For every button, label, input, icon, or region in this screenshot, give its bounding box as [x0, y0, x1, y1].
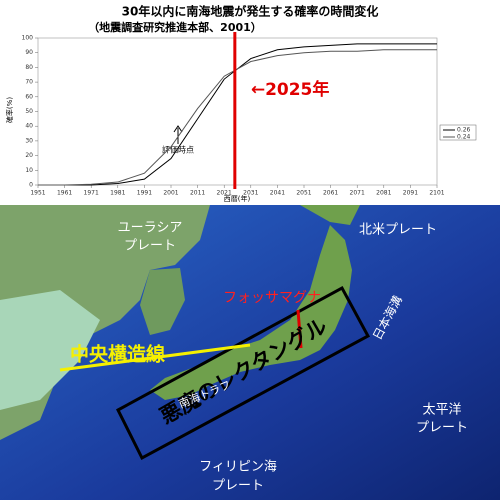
map-label: 北米プレート	[359, 223, 437, 238]
x-tick-label: 1951	[30, 190, 45, 197]
y-tick-label: 40	[25, 123, 33, 130]
x-tick-label: 2051	[296, 190, 311, 197]
fossa-magna-line	[296, 309, 303, 349]
y-tick-label: 90	[25, 49, 33, 56]
median-line	[59, 343, 251, 372]
annotation: 評価時点	[162, 145, 194, 155]
chart-subtitle: （地震調査研究推進本部、2001）	[88, 20, 262, 34]
japan	[150, 225, 352, 400]
y-tick-label: 30	[25, 137, 33, 144]
hokkaido	[300, 205, 360, 225]
chart: 0 10 20 30 40 50 60 70 80 90 100 1951 1961 1971 1981 19…	[22, 32, 477, 197]
korea	[140, 268, 185, 335]
shallow-sea	[0, 290, 100, 410]
y-label: 確率(%)	[5, 97, 14, 123]
map-label: 太平洋	[422, 403, 461, 418]
y-tick-label: 70	[25, 79, 33, 86]
x-label: 西暦(年)	[224, 194, 251, 203]
series-line	[38, 49, 437, 186]
x-tick-label: 2041	[270, 190, 285, 197]
map-label: ユーラシア	[118, 221, 183, 236]
chart-bg	[0, 0, 500, 205]
legend-label: 0.26	[457, 127, 471, 134]
y-tick-label: 80	[25, 64, 33, 71]
map-label: プレート	[212, 479, 264, 494]
x-tick-label: 2101	[429, 190, 444, 197]
legend-label: 0.24	[457, 134, 471, 141]
map-label: フィリピン海	[199, 460, 277, 475]
x-tick-label: 2001	[163, 190, 178, 197]
y-tick-label: 60	[25, 93, 33, 100]
y-tick-label: 0	[29, 182, 33, 189]
chart-title: 30年以内に南海地震が発生する確率の時間変化	[122, 4, 379, 19]
y-tick-label: 50	[25, 108, 33, 115]
x-tick-label: 2061	[323, 190, 338, 197]
x-tick-label: 1981	[110, 190, 125, 197]
map-label: フォッサマグナ	[223, 290, 321, 306]
x-tick-label: 2081	[376, 190, 391, 197]
rectangle-outline	[116, 285, 371, 461]
x-tick-label: 1961	[57, 190, 72, 197]
y-tick-label: 20	[25, 152, 33, 159]
map: ユーラシア プレート 北米プレート フォッサマグナ 中央構造線 日本海溝 悪魔の…	[0, 205, 500, 500]
map-label: プレート	[416, 421, 468, 436]
map-label: 中央構造線	[70, 343, 165, 366]
y-tick-label: 10	[25, 167, 33, 174]
x-tick-label: 1971	[84, 190, 99, 197]
x-tick-label: 1991	[137, 190, 152, 197]
x-tick-label: 2071	[350, 190, 365, 197]
map-label: プレート	[124, 239, 176, 254]
y-tick-label: 100	[22, 35, 34, 42]
x-tick-label: 2021	[217, 190, 232, 197]
x-tick-label: 2031	[243, 190, 258, 197]
legend-box	[439, 124, 477, 141]
x-tick-label: 2091	[403, 190, 418, 197]
marker-label: ←2025年	[251, 79, 330, 100]
x-tick-label: 2011	[190, 190, 205, 197]
